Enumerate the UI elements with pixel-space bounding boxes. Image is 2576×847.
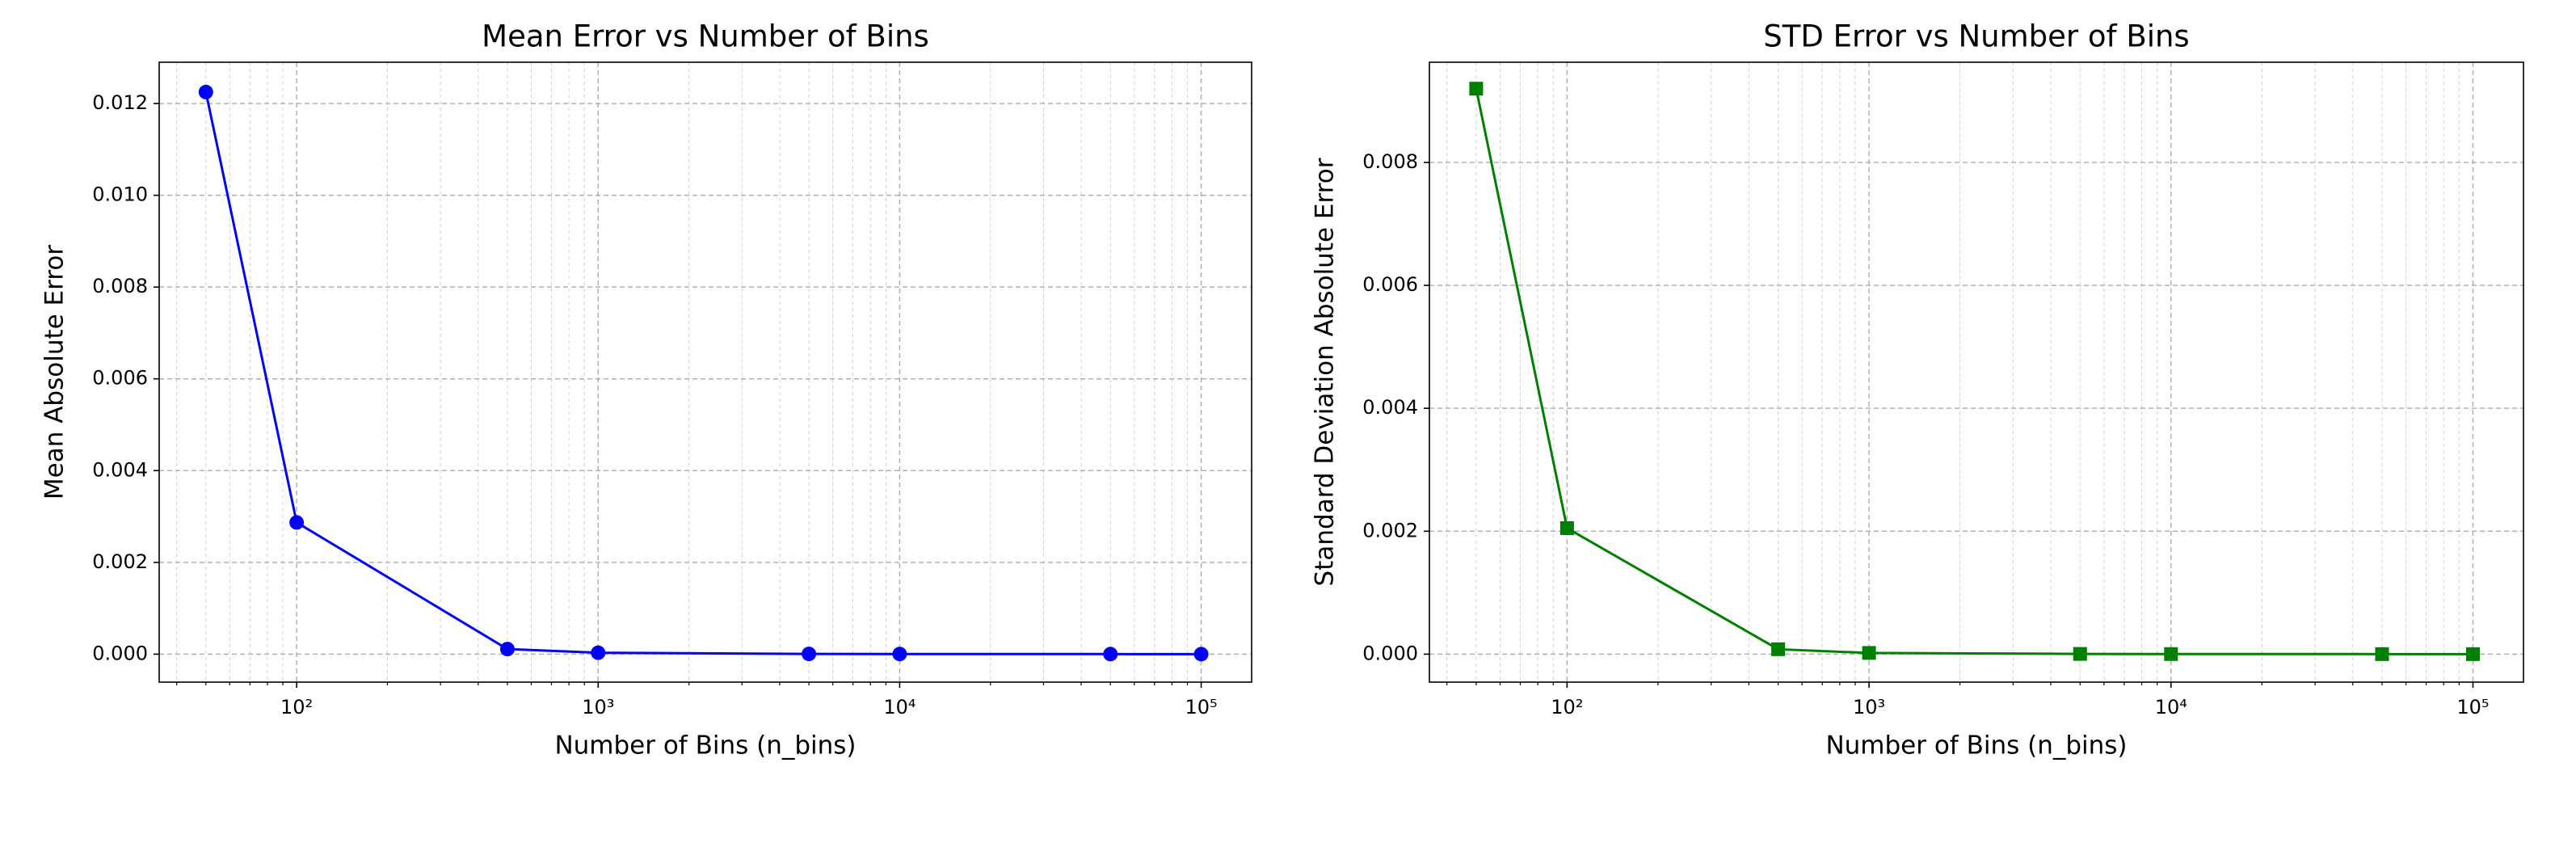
y-tick-label: 0.008 [92, 275, 148, 297]
x-tick-label: 10⁴ [883, 696, 915, 718]
x-axis-label: Number of Bins (n_bins) [554, 731, 856, 761]
x-axis-label: Number of Bins (n_bins) [1825, 731, 2127, 761]
marker [1193, 647, 1209, 662]
y-tick-label: 0.006 [1362, 273, 1418, 296]
plot-frame [1429, 61, 2524, 683]
y-tick-label: 0.000 [92, 642, 148, 664]
marker [1559, 520, 1574, 535]
y-tick-label: 0.002 [92, 550, 148, 573]
y-tick-label: 0.012 [92, 91, 148, 114]
x-tick-label: 10² [1551, 696, 1583, 718]
series-line [204, 91, 1202, 655]
marker [591, 645, 606, 660]
x-tick-label: 10² [280, 696, 313, 718]
chart-title: Mean Error vs Number of Bins [482, 19, 929, 54]
x-tick-label: 10⁴ [2155, 696, 2187, 718]
x-tick-label: 10⁵ [2456, 696, 2489, 718]
marker [2465, 647, 2480, 661]
x-tick-label: 10⁵ [1185, 696, 1217, 718]
marker [1862, 646, 1876, 660]
marker [499, 642, 515, 657]
marker [1103, 647, 1118, 662]
x-tick-label: 10³ [1853, 696, 1885, 718]
y-axis-label: Mean Absolute Error [40, 245, 69, 499]
marker [198, 84, 213, 99]
y-tick-label: 0.006 [92, 367, 148, 390]
marker [2164, 647, 2178, 661]
marker [2375, 647, 2389, 661]
plot-frame [158, 61, 1252, 683]
y-tick-label: 0.008 [1362, 150, 1418, 173]
y-axis-label: Standard Deviation Absolute Error [1311, 158, 1340, 586]
marker [892, 647, 907, 662]
y-tick-label: 0.010 [92, 183, 148, 206]
marker [1771, 642, 1786, 656]
x-tick-label: 10³ [582, 696, 614, 718]
marker [802, 647, 817, 662]
y-tick-label: 0.000 [1362, 642, 1418, 664]
chart-title: STD Error vs Number of Bins [1763, 19, 2189, 54]
y-tick-label: 0.002 [1362, 519, 1418, 541]
marker [2073, 647, 2087, 661]
y-tick-label: 0.004 [92, 458, 148, 481]
marker [1469, 82, 1484, 96]
marker [289, 515, 305, 530]
series-line [1475, 88, 2473, 655]
y-tick-label: 0.004 [1362, 396, 1418, 419]
